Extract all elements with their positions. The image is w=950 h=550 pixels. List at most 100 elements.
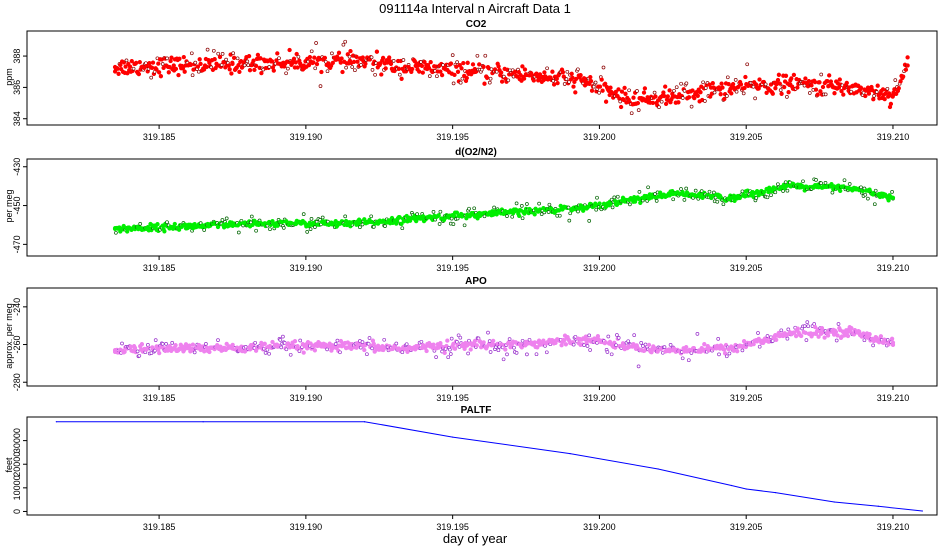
o2n2-data-point xyxy=(230,222,235,228)
co2-point xyxy=(212,57,217,62)
x-tick-label: 319.185 xyxy=(143,522,176,532)
co2-point xyxy=(312,55,317,60)
co2-point xyxy=(216,51,221,56)
apo-data-point xyxy=(582,336,587,342)
o2n2-point xyxy=(519,204,524,208)
co2-point xyxy=(259,70,264,76)
co2-point xyxy=(219,63,224,67)
co2-point xyxy=(211,48,216,53)
apo-point xyxy=(128,344,133,349)
co2-point xyxy=(127,64,133,69)
apo-point xyxy=(795,326,800,331)
x-tick-label: 319.185 xyxy=(143,263,176,273)
y-tick-label: 30000 xyxy=(12,428,22,453)
o2n2-point xyxy=(165,220,169,225)
apo-point xyxy=(792,330,797,335)
apo-title: APO xyxy=(465,276,487,287)
co2-point xyxy=(828,79,834,84)
co2-point xyxy=(205,47,210,52)
co2-point xyxy=(597,90,601,95)
co2-point xyxy=(795,85,800,90)
paltf-point xyxy=(877,505,879,507)
paltf-ticks: 319.185 319.190 319.195 319.200 319.205 319.2… xyxy=(12,428,909,532)
paltf-point xyxy=(730,484,733,487)
apo-point xyxy=(740,348,745,353)
apo-point xyxy=(292,339,298,344)
o2n2-point xyxy=(462,223,467,228)
apo-point xyxy=(132,345,138,351)
o2n2-point xyxy=(769,193,773,198)
o2n2-point xyxy=(693,188,698,193)
x-tick-label: 319.195 xyxy=(436,522,469,532)
apo-point xyxy=(836,322,841,326)
apo-point xyxy=(544,350,549,355)
apo-point xyxy=(532,340,537,345)
apo-point xyxy=(525,352,529,357)
co2-point xyxy=(373,72,377,77)
co2-point xyxy=(757,77,762,82)
co2-point xyxy=(817,80,822,85)
co2-point xyxy=(725,94,729,98)
co2-point xyxy=(150,60,156,65)
o2n2-point xyxy=(773,190,778,195)
co2-point xyxy=(496,64,501,69)
co2-point xyxy=(576,67,580,72)
co2-point xyxy=(189,51,194,56)
o2n2-point xyxy=(829,181,834,187)
co2-point xyxy=(428,59,433,65)
o2n2-data-point xyxy=(846,185,852,191)
co2-point xyxy=(659,99,664,104)
co2-point xyxy=(550,69,555,74)
o2n2-point xyxy=(842,178,847,183)
x-tick-label: 319.190 xyxy=(290,132,323,142)
apo-point xyxy=(458,335,463,340)
co2-point xyxy=(531,78,536,83)
co2-point xyxy=(665,94,670,99)
co2-data-point xyxy=(729,85,734,90)
co2-point xyxy=(455,69,461,74)
co2-point xyxy=(522,67,528,72)
apo-point xyxy=(668,343,673,347)
apo-point xyxy=(825,333,831,338)
co2-point xyxy=(672,88,676,93)
o2n2-point xyxy=(863,192,868,197)
co2-point xyxy=(348,48,353,54)
o2n2-point xyxy=(313,225,317,229)
co2-point xyxy=(619,89,625,94)
co2-point xyxy=(134,60,139,66)
apo-point xyxy=(695,332,700,336)
o2n2-data-point xyxy=(523,209,529,214)
co2-point xyxy=(905,55,910,60)
o2n2-point xyxy=(890,190,894,194)
co2-point xyxy=(551,82,557,87)
o2n2-point xyxy=(320,215,325,220)
co2-point xyxy=(776,72,782,77)
co2-point xyxy=(692,95,697,101)
apo-point xyxy=(878,334,884,339)
co2-point xyxy=(420,70,425,75)
x-tick-label: 319.195 xyxy=(436,393,469,403)
apo-point xyxy=(799,333,804,339)
o2n2-point xyxy=(220,218,225,222)
co2-point xyxy=(841,92,846,97)
co2-point xyxy=(275,51,280,56)
co2-point xyxy=(419,63,425,68)
co2-point xyxy=(383,66,388,71)
co2-point xyxy=(642,86,648,91)
co2-point xyxy=(756,86,761,91)
co2-point xyxy=(725,75,730,80)
apo-point xyxy=(803,330,808,336)
co2-point xyxy=(454,64,459,69)
co2-point xyxy=(782,84,787,90)
x-tick-label: 319.200 xyxy=(583,393,616,403)
co2-point xyxy=(875,83,880,88)
co2-point xyxy=(271,68,276,73)
o2n2-point xyxy=(125,229,130,234)
o2n2-panel: d(O2/N2) per meg 319.185 319.190 319.195 31… xyxy=(4,147,938,273)
apo-point xyxy=(284,347,289,352)
co2-point xyxy=(131,66,136,71)
apo-point xyxy=(365,352,369,357)
apo-point xyxy=(507,337,512,341)
co2-point xyxy=(742,85,747,91)
co2-point xyxy=(593,80,598,85)
